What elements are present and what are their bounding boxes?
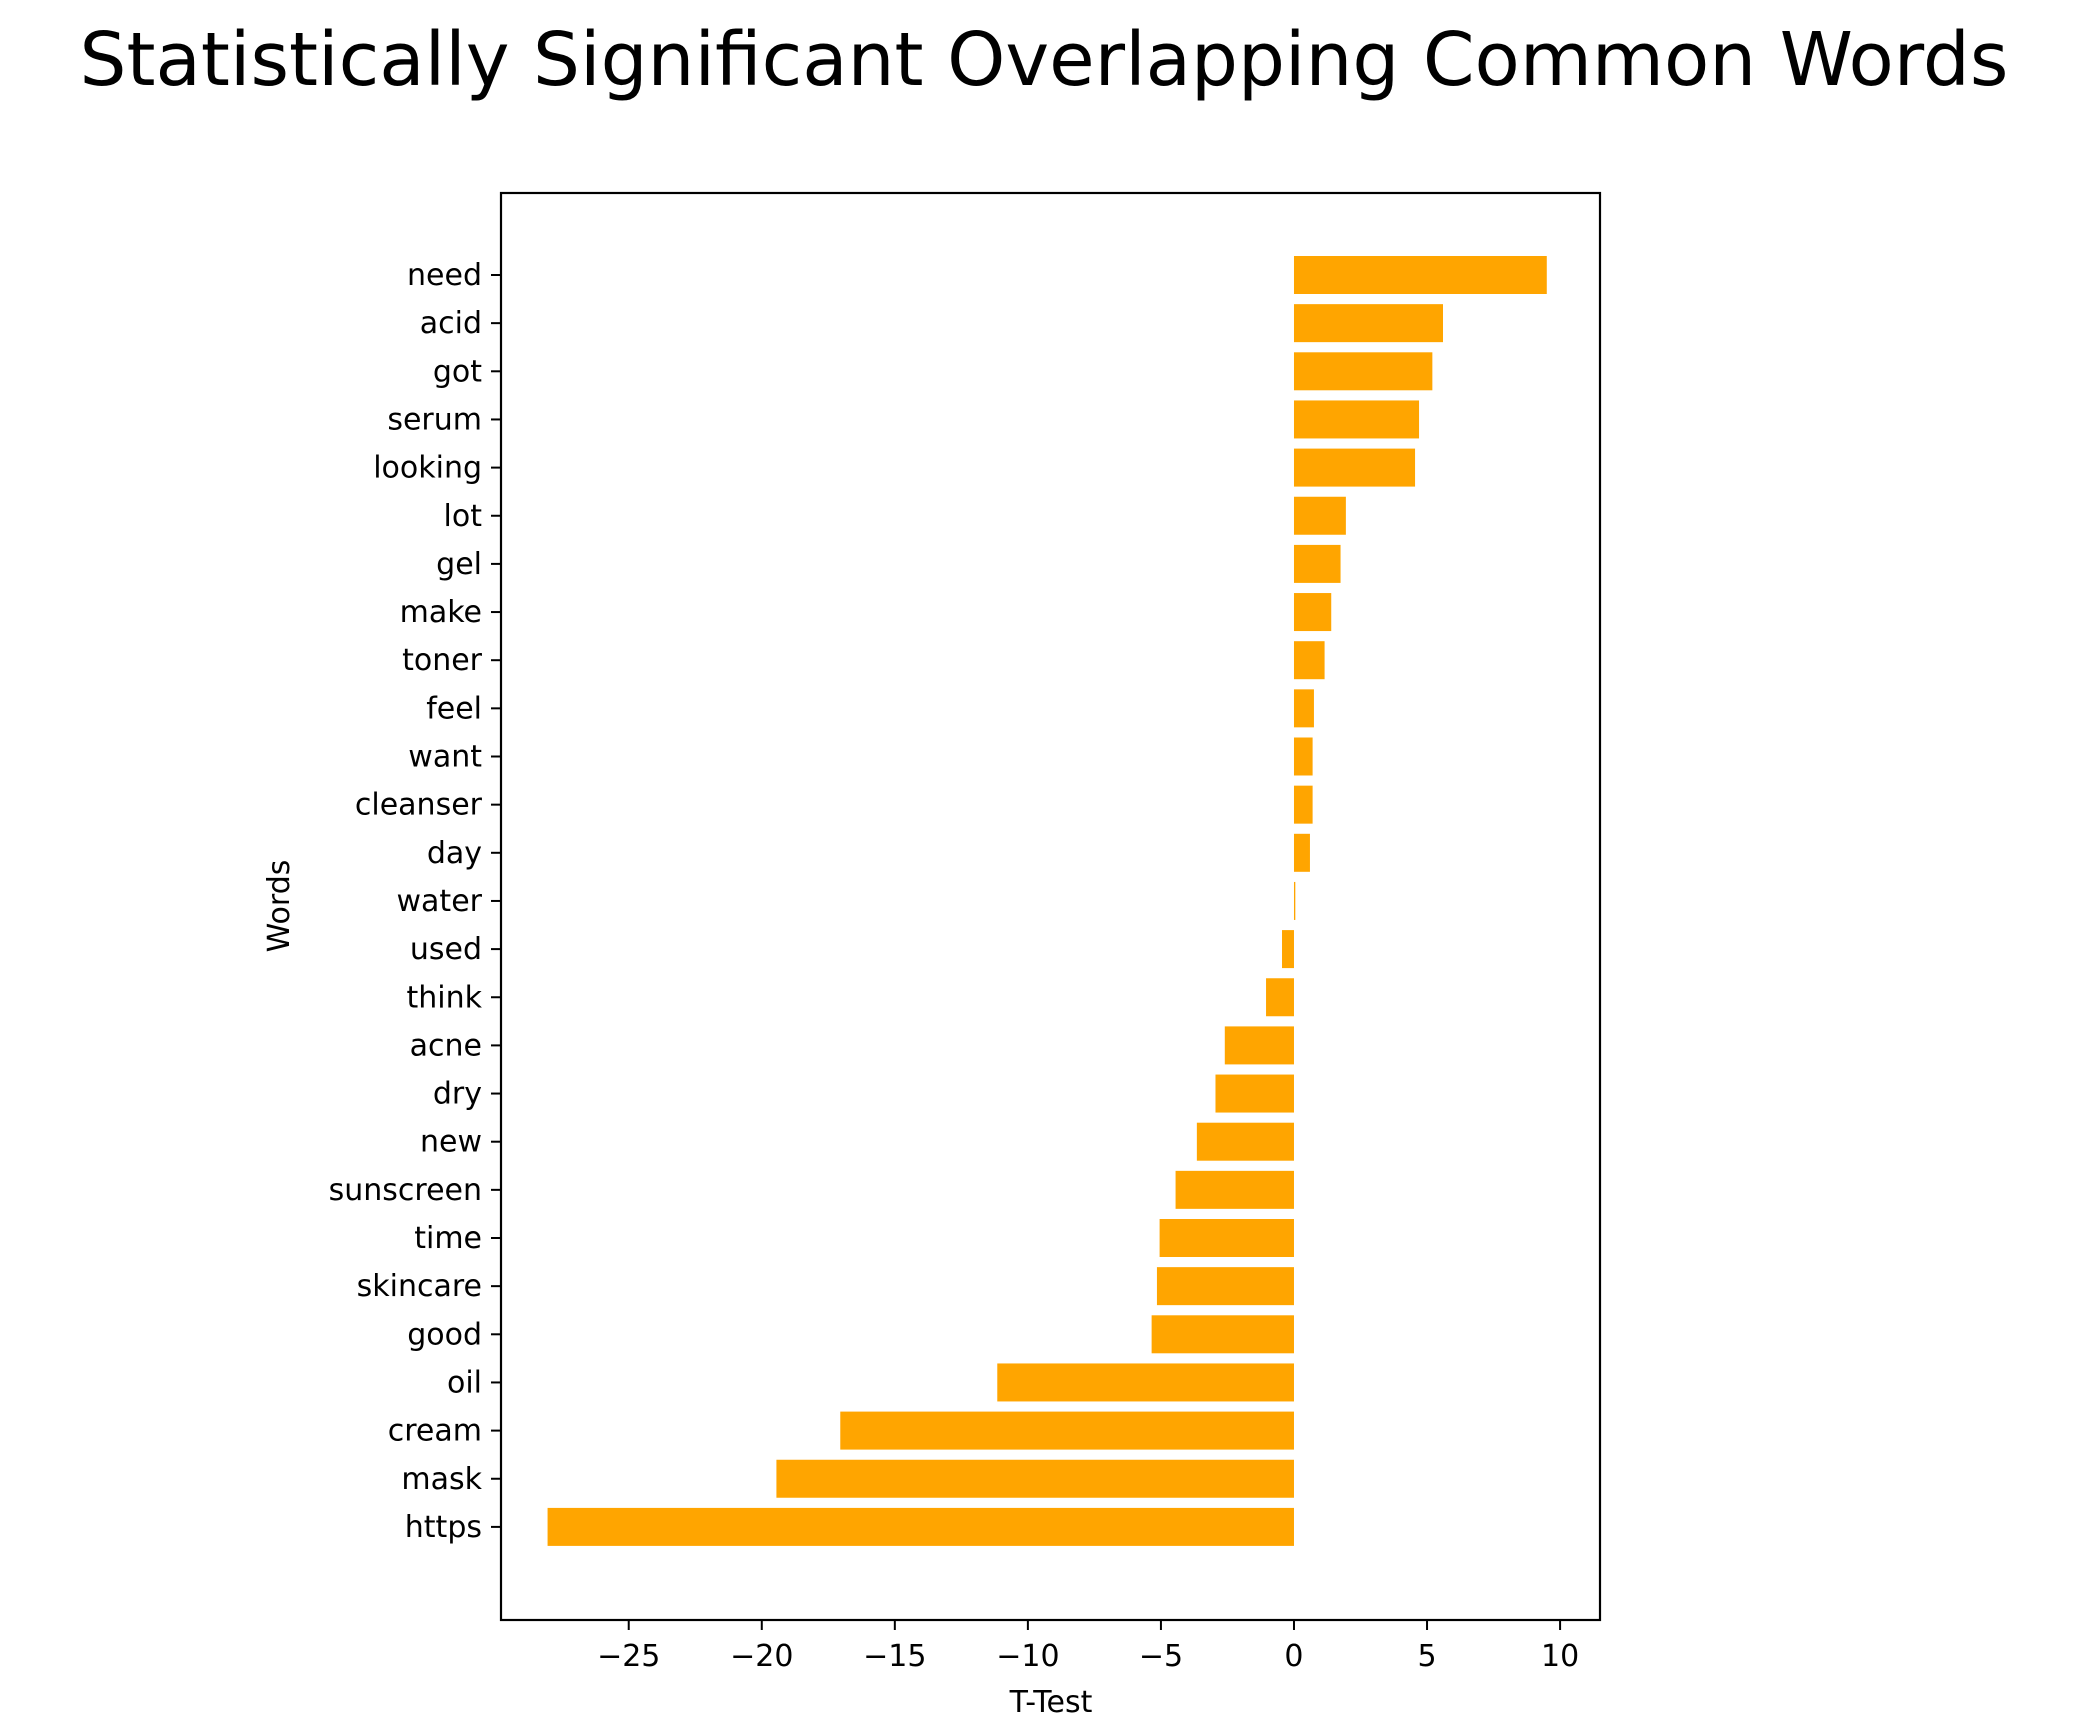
y-tick-label: cream [388,1414,482,1449]
x-axis-label: T-Test [1009,1685,1093,1720]
x-tick-label: 0 [1284,1639,1303,1674]
bar-water [1293,881,1296,920]
y-tick-label: feel [426,691,482,726]
bar-sunscreen [1175,1170,1294,1209]
bar-acid [1293,304,1443,343]
bar-good [1151,1315,1294,1354]
bar-want [1293,737,1313,776]
y-tick-label: good [407,1317,482,1352]
chart-title: Statistically Significant Overlapping Co… [80,17,2009,103]
y-tick-label: want [408,740,482,775]
y-tick-label: skincare [357,1269,482,1304]
x-tick-label: −10 [996,1639,1059,1674]
bar-dry [1215,1074,1294,1113]
y-tick-label: gel [436,547,482,582]
bar-cream [840,1411,1294,1450]
bar-gel [1293,544,1341,583]
y-tick-label: toner [402,643,483,678]
bar-day [1293,833,1310,872]
bar-mask [776,1459,1294,1498]
bar-https [547,1507,1294,1546]
x-axis-ticks: −25 −20 −15 −10 −5 0 5 10 [597,1620,1579,1674]
y-tick-label: water [397,884,483,919]
y-tick-label: lot [444,499,483,534]
bar-feel [1293,689,1314,728]
y-tick-label: dry [433,1077,482,1112]
y-tick-label: looking [373,451,482,486]
plot-area-frame [499,191,1602,1622]
y-tick-label: https [405,1510,482,1545]
y-tick-label: cleanser [355,788,483,823]
y-tick-label: new [420,1125,482,1160]
y-tick-label: acid [420,306,482,341]
x-tick-label: −5 [1139,1639,1183,1674]
y-axis-ticks: need acid got serum looking lot gel make toner fe… [329,258,501,1545]
y-tick-label: used [410,932,482,967]
bar-need [1293,256,1547,294]
bar-skincare [1156,1267,1294,1306]
bar-acne [1224,1026,1294,1065]
bar-time [1159,1219,1294,1257]
y-tick-label: acne [410,1028,482,1063]
bar-lot [1293,496,1346,535]
bar-serum [1293,400,1420,439]
x-tick-label: −15 [863,1639,926,1674]
x-tick-label: 10 [1541,1639,1579,1674]
bars-group [547,256,1547,1546]
y-tick-label: think [407,980,483,1015]
y-tick-label: oil [447,1365,482,1400]
y-tick-label: day [427,836,482,871]
bar-used [1282,930,1294,969]
x-tick-label: −25 [597,1639,660,1674]
bar-looking [1293,448,1416,487]
bar-oil [997,1363,1294,1402]
y-tick-label: got [433,354,482,389]
x-tick-label: −20 [730,1639,793,1674]
y-tick-label: serum [387,402,482,437]
y-tick-label: sunscreen [329,1173,482,1208]
x-tick-label: 5 [1417,1639,1436,1674]
bar-cleanser [1293,785,1313,824]
y-tick-label: time [414,1221,482,1256]
y-tick-label: make [400,595,482,630]
y-tick-label: mask [401,1462,482,1497]
y-axis-label: Words [262,860,297,953]
bar-new [1196,1122,1294,1161]
bar-think [1266,978,1294,1017]
bar-got [1293,352,1433,391]
y-tick-label: need [407,258,482,293]
bar-make [1293,593,1332,632]
bar-toner [1293,641,1325,680]
